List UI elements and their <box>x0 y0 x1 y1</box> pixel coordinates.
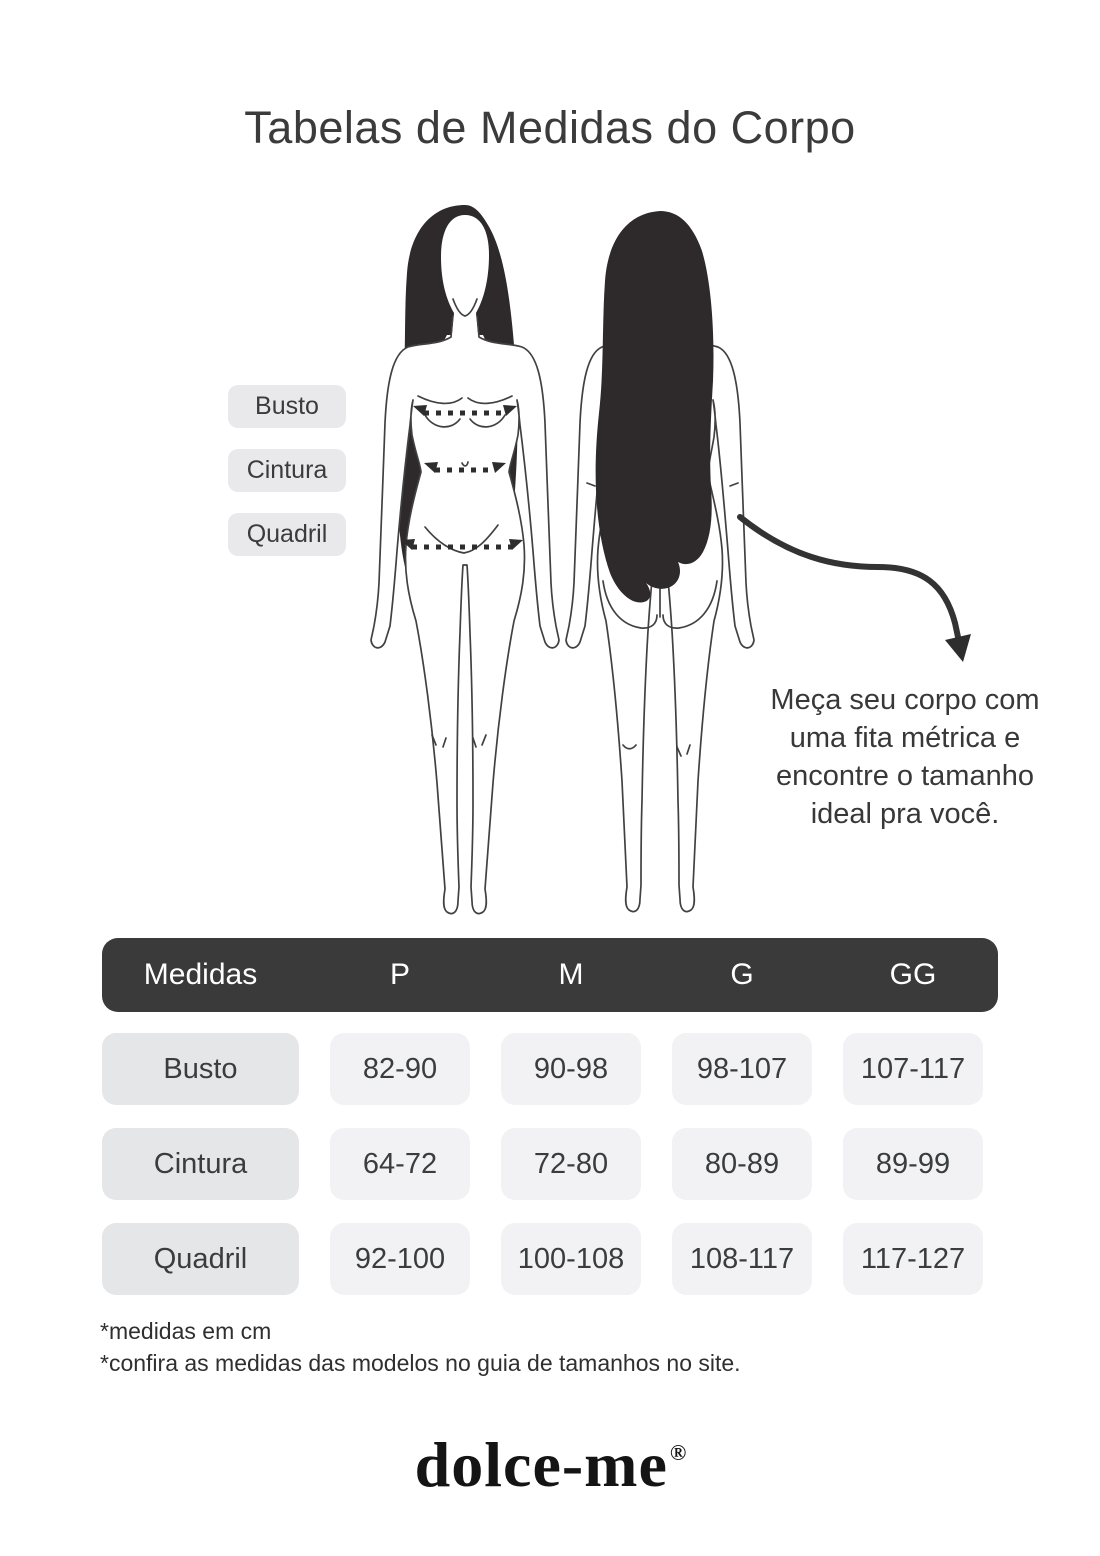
size-value-cell: 80-89 <box>672 1128 812 1200</box>
front-figure <box>370 205 560 915</box>
row-label-cell: Busto <box>102 1033 299 1105</box>
figure-label-cintura: Cintura <box>228 449 346 492</box>
table-row-busto: Busto 82-90 90-98 98-107 107-117 <box>102 1033 983 1105</box>
header-cell-medidas: Medidas <box>143 958 258 991</box>
registered-mark: ® <box>669 1439 688 1465</box>
header-cell-size-gg: GG <box>889 958 937 991</box>
figure-label-quadril-text: Quadril <box>246 520 328 548</box>
waist-measure-arrow-left <box>424 462 438 473</box>
bust-measure-arrow-left <box>413 405 427 416</box>
body-figures-svg <box>370 205 755 915</box>
size-value-cell: 100-108 <box>501 1223 641 1295</box>
size-value-cell: 89-99 <box>843 1128 983 1200</box>
back-elbow-marks <box>586 482 739 487</box>
back-knee-marks <box>622 744 691 757</box>
brand-logo: dolce-me® <box>0 1428 1100 1502</box>
curved-arrow-svg <box>737 514 971 662</box>
size-value-cell: 98-107 <box>672 1033 812 1105</box>
size-value-cell: 90-98 <box>501 1033 641 1105</box>
header-cell-size-p: P <box>389 958 410 991</box>
figure-label-cintura-text: Cintura <box>246 456 328 484</box>
size-table-header-row: Medidas P M G GG <box>102 938 998 1012</box>
header-cell-size-m: M <box>558 958 584 991</box>
size-value-cell: 117-127 <box>843 1223 983 1295</box>
row-label-cell: Cintura <box>102 1128 299 1200</box>
back-buttock-left <box>602 580 658 629</box>
size-value-cell: 108-117 <box>672 1223 812 1295</box>
table-row-quadril: Quadril 92-100 100-108 108-117 117-127 <box>102 1223 983 1295</box>
back-figure <box>565 211 755 913</box>
bust-measure-arrow-right <box>503 405 517 416</box>
curved-arrow-icon <box>735 505 985 675</box>
measuring-tip-line-2: uma fita métrica e <box>789 722 1021 754</box>
front-decollete-right <box>467 395 513 405</box>
footnotes: *medidas em cm *confira as medidas das m… <box>100 1315 741 1379</box>
measuring-tip-text: Meça seu corpo com uma fita métrica e en… <box>740 681 1070 833</box>
figure-label-quadril: Quadril <box>228 513 346 556</box>
size-value-cell: 92-100 <box>330 1223 470 1295</box>
waist-measure-arrow-right <box>492 462 506 473</box>
front-face <box>441 215 489 337</box>
measuring-tip-line-1: Meça seu corpo com <box>770 684 1040 716</box>
size-value-cell: 82-90 <box>330 1033 470 1105</box>
footnote-models-guide: *confira as medidas das modelos no guia … <box>100 1350 741 1376</box>
table-row-cintura: Cintura 64-72 72-80 80-89 89-99 <box>102 1128 983 1200</box>
hip-measure-arrow-left <box>401 539 415 550</box>
arrow-head <box>945 634 971 662</box>
row-label-cell: Quadril <box>102 1223 299 1295</box>
header-cell-size-g: G <box>730 958 754 991</box>
front-bust-cup-left <box>424 414 461 428</box>
size-value-cell: 107-117 <box>843 1033 983 1105</box>
front-bikini-line <box>424 524 499 554</box>
back-hair <box>595 211 714 603</box>
footnote-unit: *medidas em cm <box>100 1318 272 1344</box>
measuring-tip-line-3: encontre o tamanho <box>776 760 1034 792</box>
front-navel <box>461 461 469 467</box>
hip-measure-arrow-right <box>509 539 523 550</box>
body-figures-illustration <box>340 185 780 925</box>
front-body-outline <box>370 316 560 915</box>
front-decollete-left <box>417 395 463 405</box>
page-title: Tabelas de Medidas do Corpo <box>244 102 856 153</box>
figure-label-busto: Busto <box>228 385 346 428</box>
front-knee-marks <box>431 734 487 748</box>
front-bust-cup-right <box>469 414 506 428</box>
measuring-tip-line-4: ideal pra você. <box>810 798 1000 830</box>
figure-label-busto-text: Busto <box>255 392 319 420</box>
front-chin-line <box>452 298 478 317</box>
size-value-cell: 64-72 <box>330 1128 470 1200</box>
size-value-cell: 72-80 <box>501 1128 641 1200</box>
brand-logo-text: dolce-me <box>414 1429 668 1500</box>
back-buttock-right <box>662 580 718 629</box>
arrow-curve <box>737 514 961 640</box>
